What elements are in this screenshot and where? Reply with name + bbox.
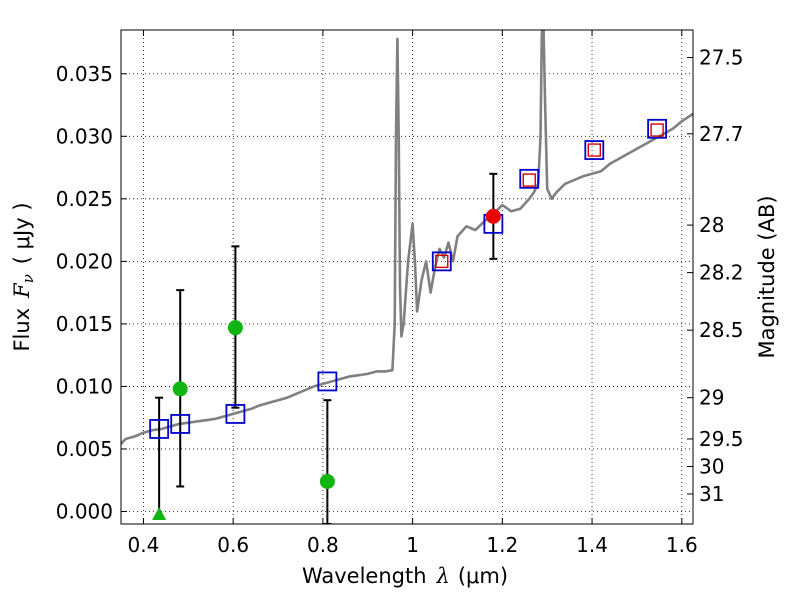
- plot-content: [121, 30, 693, 524]
- y-tick-label: 0.015: [56, 312, 113, 336]
- upper-limit-triangle: [152, 506, 167, 520]
- x-tick-label: 0.6: [217, 533, 249, 557]
- right-tick-label: 27.5: [699, 46, 744, 70]
- x-tick-label: 1.4: [576, 533, 608, 557]
- axis-ticks: 0.4 0.6 0.8 1 1.2 1.4 1.6 0.000 0.005 0.010 0.015 0…: [56, 30, 744, 557]
- right-tick-label: 31: [699, 482, 724, 506]
- x-tick-label: 1.2: [486, 533, 518, 557]
- model-photometry-square: [317, 371, 338, 392]
- x-tick-label: 0.4: [128, 533, 160, 557]
- y-tick-label: 0.025: [56, 187, 113, 211]
- right-tick-label: 30: [699, 454, 724, 478]
- y-tick-label: 0.030: [56, 124, 113, 148]
- y-tick-label: 0.000: [56, 499, 113, 523]
- observed-square: [587, 143, 602, 157]
- observed-square: [650, 123, 664, 137]
- right-tick-label: 27.7: [699, 122, 744, 146]
- right-tick-label: 28.2: [699, 261, 744, 285]
- observed-point: [172, 381, 188, 397]
- model-photometry-square: [431, 251, 452, 272]
- right-tick-label: 28: [699, 213, 724, 237]
- x-tick-label: 0.8: [307, 533, 339, 557]
- observed-point: [319, 473, 335, 489]
- y-tick-label: 0.010: [56, 374, 113, 398]
- spectrum-line: [121, 30, 693, 445]
- y-tick-label: 0.020: [56, 249, 113, 273]
- observed-point: [227, 320, 243, 336]
- right-axis-label: Magnitude (AB): [755, 195, 779, 358]
- observed-square: [435, 254, 449, 269]
- plot-area: [121, 30, 693, 524]
- observed-square: [522, 173, 536, 187]
- grid-lines: [121, 30, 693, 524]
- model-photometry-square: [225, 404, 246, 424]
- y-axis-label: FluxFν( μJy ): [10, 202, 37, 351]
- x-tick-label: 1: [406, 533, 419, 557]
- model-photometry-square: [647, 118, 668, 139]
- plot-frame: [120, 29, 694, 525]
- model-photometry-square: [584, 140, 605, 160]
- right-tick-label: 29.5: [699, 427, 744, 451]
- model-photometry-square: [149, 419, 170, 439]
- right-tick-label: 28.5: [699, 318, 744, 342]
- x-axis-label: Wavelength λ (μm): [302, 564, 508, 588]
- y-tick-label: 0.005: [56, 437, 113, 461]
- y-tick-label: 0.035: [56, 62, 113, 86]
- observed-point: [485, 208, 501, 224]
- model-photometry-square: [519, 168, 540, 189]
- x-tick-label: 1.6: [666, 533, 698, 557]
- model-photometry-square: [170, 414, 191, 434]
- right-tick-label: 29: [699, 386, 724, 410]
